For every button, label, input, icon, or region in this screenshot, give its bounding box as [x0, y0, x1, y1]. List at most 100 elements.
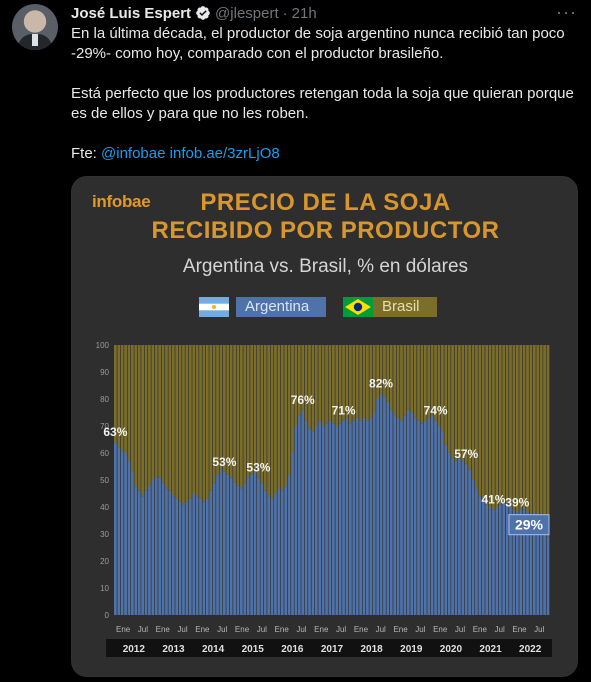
bar-argentina — [236, 485, 240, 615]
bar-argentina — [117, 447, 121, 615]
bar-argentina — [434, 420, 437, 615]
x-year-label: 2021 — [479, 644, 502, 655]
chart-title-line-1: PRECIO DE LA SOJA — [200, 189, 451, 216]
chart-image-card[interactable]: infobae PRECIO DE LA SOJA RECIBIDO POR P… — [71, 176, 578, 677]
bar-argentina — [376, 399, 380, 615]
bar-argentina — [182, 504, 185, 615]
x-month-label: Jul — [336, 625, 346, 634]
argentina-flag-icon — [199, 297, 229, 317]
x-month-label: Jul — [495, 625, 505, 634]
x-month-label: Ene — [156, 625, 171, 634]
bar-argentina — [223, 471, 226, 615]
bar-brasil — [223, 345, 226, 472]
bar-argentina — [120, 450, 124, 615]
bar-argentina — [171, 496, 175, 615]
y-tick-label: 0 — [105, 611, 110, 620]
bar-argentina — [304, 420, 308, 615]
bar-argentina — [342, 420, 345, 615]
bar-argentina — [325, 423, 328, 615]
bar-argentina — [328, 420, 332, 615]
bar-argentina — [338, 423, 342, 615]
y-tick-label: 30 — [100, 530, 109, 539]
bar-argentina — [308, 428, 311, 615]
bar-argentina — [297, 415, 301, 615]
x-year-label: 2013 — [162, 644, 185, 655]
bar-argentina — [417, 420, 420, 615]
source-mention-link[interactable]: @infobae — [101, 145, 166, 162]
bar-argentina — [277, 488, 281, 615]
bar-brasil — [423, 345, 427, 421]
bar-brasil — [229, 345, 233, 478]
bar-argentina — [369, 417, 373, 615]
bar-argentina — [284, 485, 288, 615]
x-year-label: 2022 — [519, 644, 542, 655]
bar-brasil — [509, 345, 512, 507]
source-url-link[interactable]: infob.ae/3zrLjO8 — [169, 145, 280, 162]
bar-brasil — [464, 345, 468, 464]
bar-argentina — [148, 485, 151, 615]
bar-brasil — [134, 345, 138, 486]
data-label: 63% — [103, 425, 127, 439]
bar-argentina — [270, 498, 274, 615]
bar-brasil — [454, 345, 458, 462]
bar-argentina — [386, 401, 390, 615]
x-year-label: 2018 — [361, 644, 384, 655]
more-options-icon[interactable]: ··· — [556, 2, 577, 22]
bar-argentina — [413, 417, 417, 615]
bar-argentina — [151, 480, 155, 615]
author-avatar[interactable] — [12, 4, 58, 50]
bar-argentina — [488, 507, 492, 615]
chart-plot: 0 10 20 30 40 50 60 70 80 90 100 63% 53% 53% 76% 71% 82%… — [96, 341, 552, 657]
bar-argentina — [546, 536, 550, 615]
bar-brasil — [389, 345, 393, 410]
x-month-label: Ene — [314, 625, 329, 634]
author-handle[interactable]: @jlespert — [215, 4, 279, 22]
data-label: 53% — [246, 460, 270, 474]
bar-brasil — [171, 345, 175, 497]
bar-brasil — [148, 345, 151, 486]
y-tick-label: 40 — [100, 503, 109, 512]
bar-argentina — [137, 490, 141, 615]
bar-argentina — [383, 396, 386, 615]
bar-brasil — [539, 345, 543, 521]
data-label: 76% — [291, 393, 315, 407]
bar-argentina — [519, 509, 523, 615]
bar-argentina — [250, 474, 253, 615]
data-label: 41% — [481, 493, 505, 507]
x-year-label: 2014 — [202, 644, 225, 655]
bar-brasil — [216, 345, 219, 475]
bar-argentina — [461, 461, 465, 615]
bar-brasil — [175, 345, 179, 499]
bar-brasil — [342, 345, 345, 421]
bar-argentina — [345, 417, 349, 615]
bar-argentina — [447, 453, 451, 615]
bar-brasil — [461, 345, 465, 462]
bar-brasil — [165, 345, 168, 489]
chart-title-line-2: RECIBIDO POR PRODUCTOR — [151, 217, 500, 244]
bar-argentina — [372, 412, 376, 615]
author-name[interactable]: José Luis Espert — [71, 4, 192, 22]
bar-brasil — [274, 345, 277, 494]
infobae-logo: infobae — [92, 192, 151, 211]
bar-argentina — [478, 496, 482, 615]
y-tick-label: 70 — [100, 422, 109, 431]
bar-argentina — [209, 490, 213, 615]
bar-brasil — [430, 345, 434, 416]
bar-argentina — [257, 477, 260, 615]
tweet-timestamp[interactable]: 21h — [291, 4, 317, 22]
bar-brasil — [195, 345, 199, 497]
bar-argentina — [144, 490, 148, 615]
bar-argentina — [526, 512, 529, 615]
bar-brasil — [182, 345, 185, 505]
bar-brasil — [505, 345, 509, 505]
data-label: 74% — [424, 404, 448, 418]
data-label: 82% — [369, 377, 393, 391]
bar-argentina — [185, 501, 189, 615]
bar-brasil — [471, 345, 475, 480]
brazil-flag-icon — [343, 297, 373, 317]
bar-brasil — [168, 345, 172, 491]
y-tick-label: 60 — [100, 449, 109, 458]
bar-brasil — [529, 345, 533, 516]
bar-brasil — [161, 345, 165, 483]
bar-argentina — [280, 490, 284, 615]
